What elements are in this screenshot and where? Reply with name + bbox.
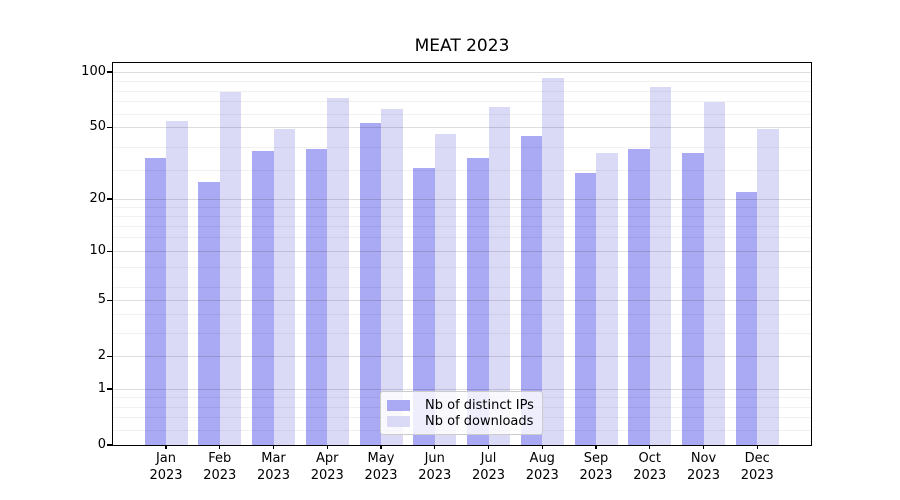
gridline-minor <box>113 81 811 82</box>
x-tick-label-jun: Jun 2023 <box>418 451 452 483</box>
x-tick-label-jul: Jul 2023 <box>471 451 506 483</box>
bar-distinct-ips-jun <box>413 167 435 445</box>
bar-downloads-nov <box>703 101 725 445</box>
gridline-minor <box>113 90 811 92</box>
bar-distinct-ips-aug <box>520 135 543 445</box>
y-tick-label-0: 0 <box>97 437 106 452</box>
x-tick-mark <box>272 445 275 449</box>
gridline-major <box>113 388 811 390</box>
bar-distinct-ips-apr <box>305 149 328 445</box>
gridline-minor <box>113 287 811 289</box>
y-tick-mark <box>107 198 112 200</box>
y-tick-label-1: 1 <box>97 381 106 396</box>
x-tick-mark <box>756 445 758 449</box>
gridline-minor <box>113 332 811 334</box>
y-tick-label-50: 50 <box>89 119 106 135</box>
x-tick-label-jan: Jan 2023 <box>149 451 183 483</box>
bar-distinct-ips-feb <box>198 181 220 445</box>
bar-distinct-ips-sep <box>574 173 596 445</box>
y-tick-label-10: 10 <box>89 243 106 259</box>
bar-downloads-jan <box>166 121 188 445</box>
x-tick-mark <box>380 445 382 449</box>
bar-downloads-may <box>381 109 403 445</box>
x-tick-label-aug: Aug 2023 <box>525 451 559 483</box>
y-tick-mark <box>107 355 112 357</box>
y-tick-label-20: 20 <box>89 191 106 207</box>
x-tick-label-sep: Sep 2023 <box>579 451 613 483</box>
gridline-minor <box>113 146 811 148</box>
bar-downloads-dec <box>757 129 779 445</box>
x-tick-label-feb: Feb 2023 <box>203 451 237 483</box>
legend-row-downloads: Nb of downloads <box>387 413 534 429</box>
gridline-minor <box>113 169 811 171</box>
x-tick-mark <box>595 445 597 449</box>
bar-downloads-oct <box>649 87 672 445</box>
legend-label-distinct-ips: Nb of distinct IPs <box>425 397 534 413</box>
gridline-minor <box>113 314 811 316</box>
bar-distinct-ips-may <box>359 122 381 445</box>
gridline-minor <box>113 237 811 239</box>
gridline-minor <box>113 267 811 268</box>
gridline-minor <box>113 206 811 208</box>
x-tick-mark <box>649 445 651 449</box>
x-tick-mark <box>702 445 705 449</box>
x-tick-mark <box>165 445 167 449</box>
bar-distinct-ips-jul <box>467 157 489 445</box>
bar-downloads-apr <box>327 98 349 445</box>
bar-distinct-ips-oct <box>628 149 650 445</box>
bar-downloads-aug <box>542 78 564 445</box>
bar-downloads-jul <box>488 106 510 445</box>
plot-area <box>112 62 812 446</box>
y-tick-mark <box>107 126 112 129</box>
bar-distinct-ips-mar <box>252 151 274 445</box>
x-tick-mark <box>326 445 328 449</box>
gridline-minor <box>113 215 811 217</box>
y-tick-mark <box>107 299 112 301</box>
x-tick-label-may: May 2023 <box>364 451 398 483</box>
gridline-major <box>113 71 811 73</box>
gridline-major <box>113 355 811 357</box>
legend-swatch-downloads <box>387 415 410 427</box>
legend: Nb of distinct IPs Nb of downloads <box>380 391 543 435</box>
x-tick-label-mar: Mar 2023 <box>256 451 291 483</box>
x-tick-label-apr: Apr 2023 <box>310 451 344 483</box>
bar-distinct-ips-jan <box>144 157 166 445</box>
legend-label-downloads: Nb of downloads <box>425 413 534 429</box>
y-tick-label-2: 2 <box>97 348 106 364</box>
gridline-major <box>113 299 811 301</box>
bar-downloads-jun <box>434 134 457 445</box>
x-tick-label-dec: Dec 2023 <box>740 451 774 483</box>
y-tick-mark <box>107 71 112 73</box>
y-tick-label-5: 5 <box>97 292 106 308</box>
y-tick-mark <box>107 444 112 446</box>
bar-downloads-feb <box>219 92 242 445</box>
x-tick-mark <box>219 445 221 449</box>
x-tick-mark <box>434 445 436 449</box>
bar-downloads-mar <box>273 129 295 445</box>
gridline-minor <box>113 113 811 115</box>
x-tick-mark <box>541 445 543 449</box>
gridline-minor <box>113 101 811 103</box>
x-tick-mark <box>487 445 490 449</box>
legend-row-distinct-ips: Nb of distinct IPs <box>387 397 534 413</box>
bar-distinct-ips-dec <box>735 191 758 445</box>
y-tick-mark <box>107 250 112 252</box>
y-tick-label-100: 100 <box>81 64 106 80</box>
bar-downloads-sep <box>596 153 618 445</box>
x-tick-label-oct: Oct 2023 <box>633 451 667 483</box>
gridline-major <box>113 126 811 128</box>
bar-distinct-ips-nov <box>682 153 704 445</box>
gridline-major <box>113 250 811 252</box>
y-tick-mark <box>107 388 112 390</box>
x-tick-label-nov: Nov 2023 <box>686 451 721 483</box>
gridline-major <box>113 198 811 200</box>
chart-title: MEAT 2023 <box>414 36 510 56</box>
gridline-minor <box>113 225 811 227</box>
legend-swatch-distinct-ips <box>387 399 410 411</box>
